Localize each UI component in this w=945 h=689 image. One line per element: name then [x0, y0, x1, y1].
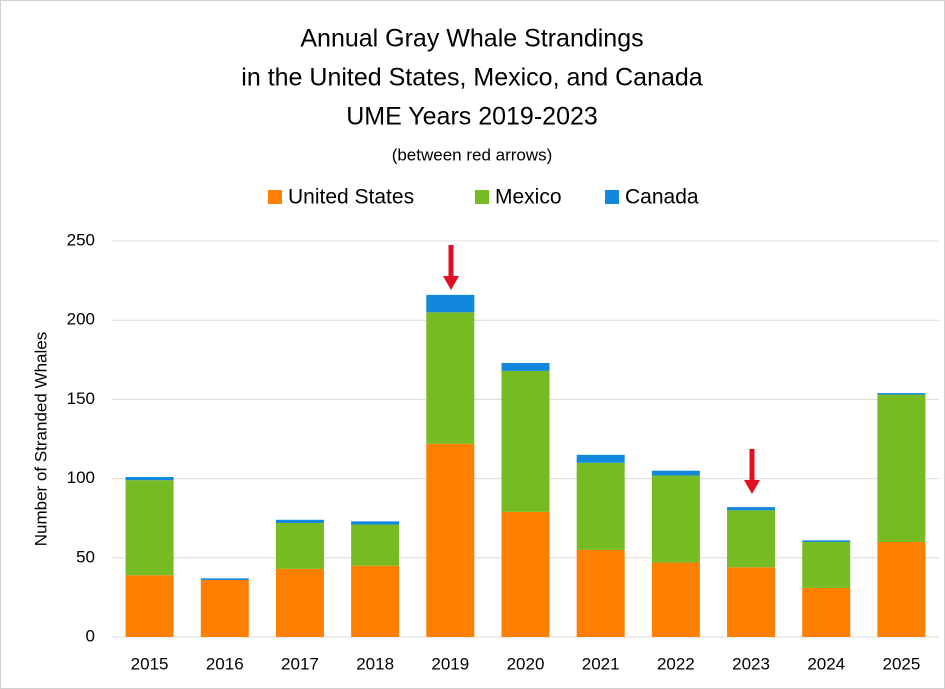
bar-segment — [576, 454, 625, 463]
bar-segment — [802, 541, 851, 588]
bar-segment — [200, 578, 249, 580]
bar-segment — [275, 522, 324, 569]
bar-segment — [727, 510, 776, 568]
bar-segment — [877, 541, 926, 637]
bar-segment — [351, 565, 400, 637]
bar-segment — [501, 511, 550, 637]
x-tick-label: 2015 — [131, 654, 169, 673]
bar-segment — [651, 562, 700, 637]
bar-segment — [125, 575, 174, 637]
x-tick-label: 2023 — [732, 654, 770, 673]
chart-subtitle: (between red arrows) — [392, 145, 553, 164]
legend-label: United States — [288, 186, 414, 209]
x-tick-label: 2020 — [507, 654, 545, 673]
bar-segment — [275, 519, 324, 523]
x-tick-label: 2019 — [431, 654, 469, 673]
legend-label: Canada — [625, 186, 699, 209]
bar-segment — [802, 587, 851, 637]
y-axis-label: Number of Stranded Whales — [31, 332, 50, 547]
bar-segment — [275, 568, 324, 637]
bar-segment — [125, 477, 174, 481]
bar-segment — [501, 362, 550, 371]
bar-segment — [651, 470, 700, 476]
x-tick-label: 2025 — [882, 654, 920, 673]
bar-segment — [351, 524, 400, 566]
arrow-head — [443, 276, 459, 290]
bar-segment — [351, 521, 400, 525]
bar-segment — [877, 394, 926, 542]
bar-segment — [426, 312, 475, 444]
bar-segment — [576, 462, 625, 550]
x-tick-label: 2022 — [657, 654, 695, 673]
legend-swatch — [268, 190, 282, 204]
bar-segment — [651, 475, 700, 563]
legend-label: Mexico — [495, 186, 562, 209]
chart-title: in the United States, Mexico, and Canada — [241, 64, 702, 92]
bar-segment — [125, 480, 174, 576]
bar-segment — [802, 540, 851, 542]
x-tick-label: 2017 — [281, 654, 319, 673]
bar-segment — [727, 567, 776, 637]
x-tick-label: 2016 — [206, 654, 244, 673]
bar-segment — [426, 294, 475, 313]
y-tick-label: 50 — [76, 547, 95, 566]
legend-swatch — [475, 190, 489, 204]
y-tick-label: 250 — [67, 230, 95, 249]
y-tick-label: 200 — [67, 310, 95, 329]
arrow-head — [744, 480, 760, 494]
y-tick-label: 100 — [67, 468, 95, 487]
x-tick-label: 2024 — [807, 654, 845, 673]
arrow — [443, 245, 760, 494]
bar-segment — [200, 579, 249, 637]
x-tick-label: 2021 — [582, 654, 620, 673]
chart-title: UME Years 2019-2023 — [346, 103, 598, 131]
x-tick-label: 2018 — [356, 654, 394, 673]
bar-segment — [727, 507, 776, 511]
y-tick-label: 0 — [86, 626, 95, 645]
y-tick-label: 150 — [67, 389, 95, 408]
chart-title: Annual Gray Whale Strandings — [300, 25, 643, 53]
bar-segment — [576, 549, 625, 637]
bar-segment — [426, 443, 475, 637]
legend-swatch — [605, 190, 619, 204]
bar-segment — [501, 370, 550, 512]
bar-segment — [877, 393, 926, 395]
